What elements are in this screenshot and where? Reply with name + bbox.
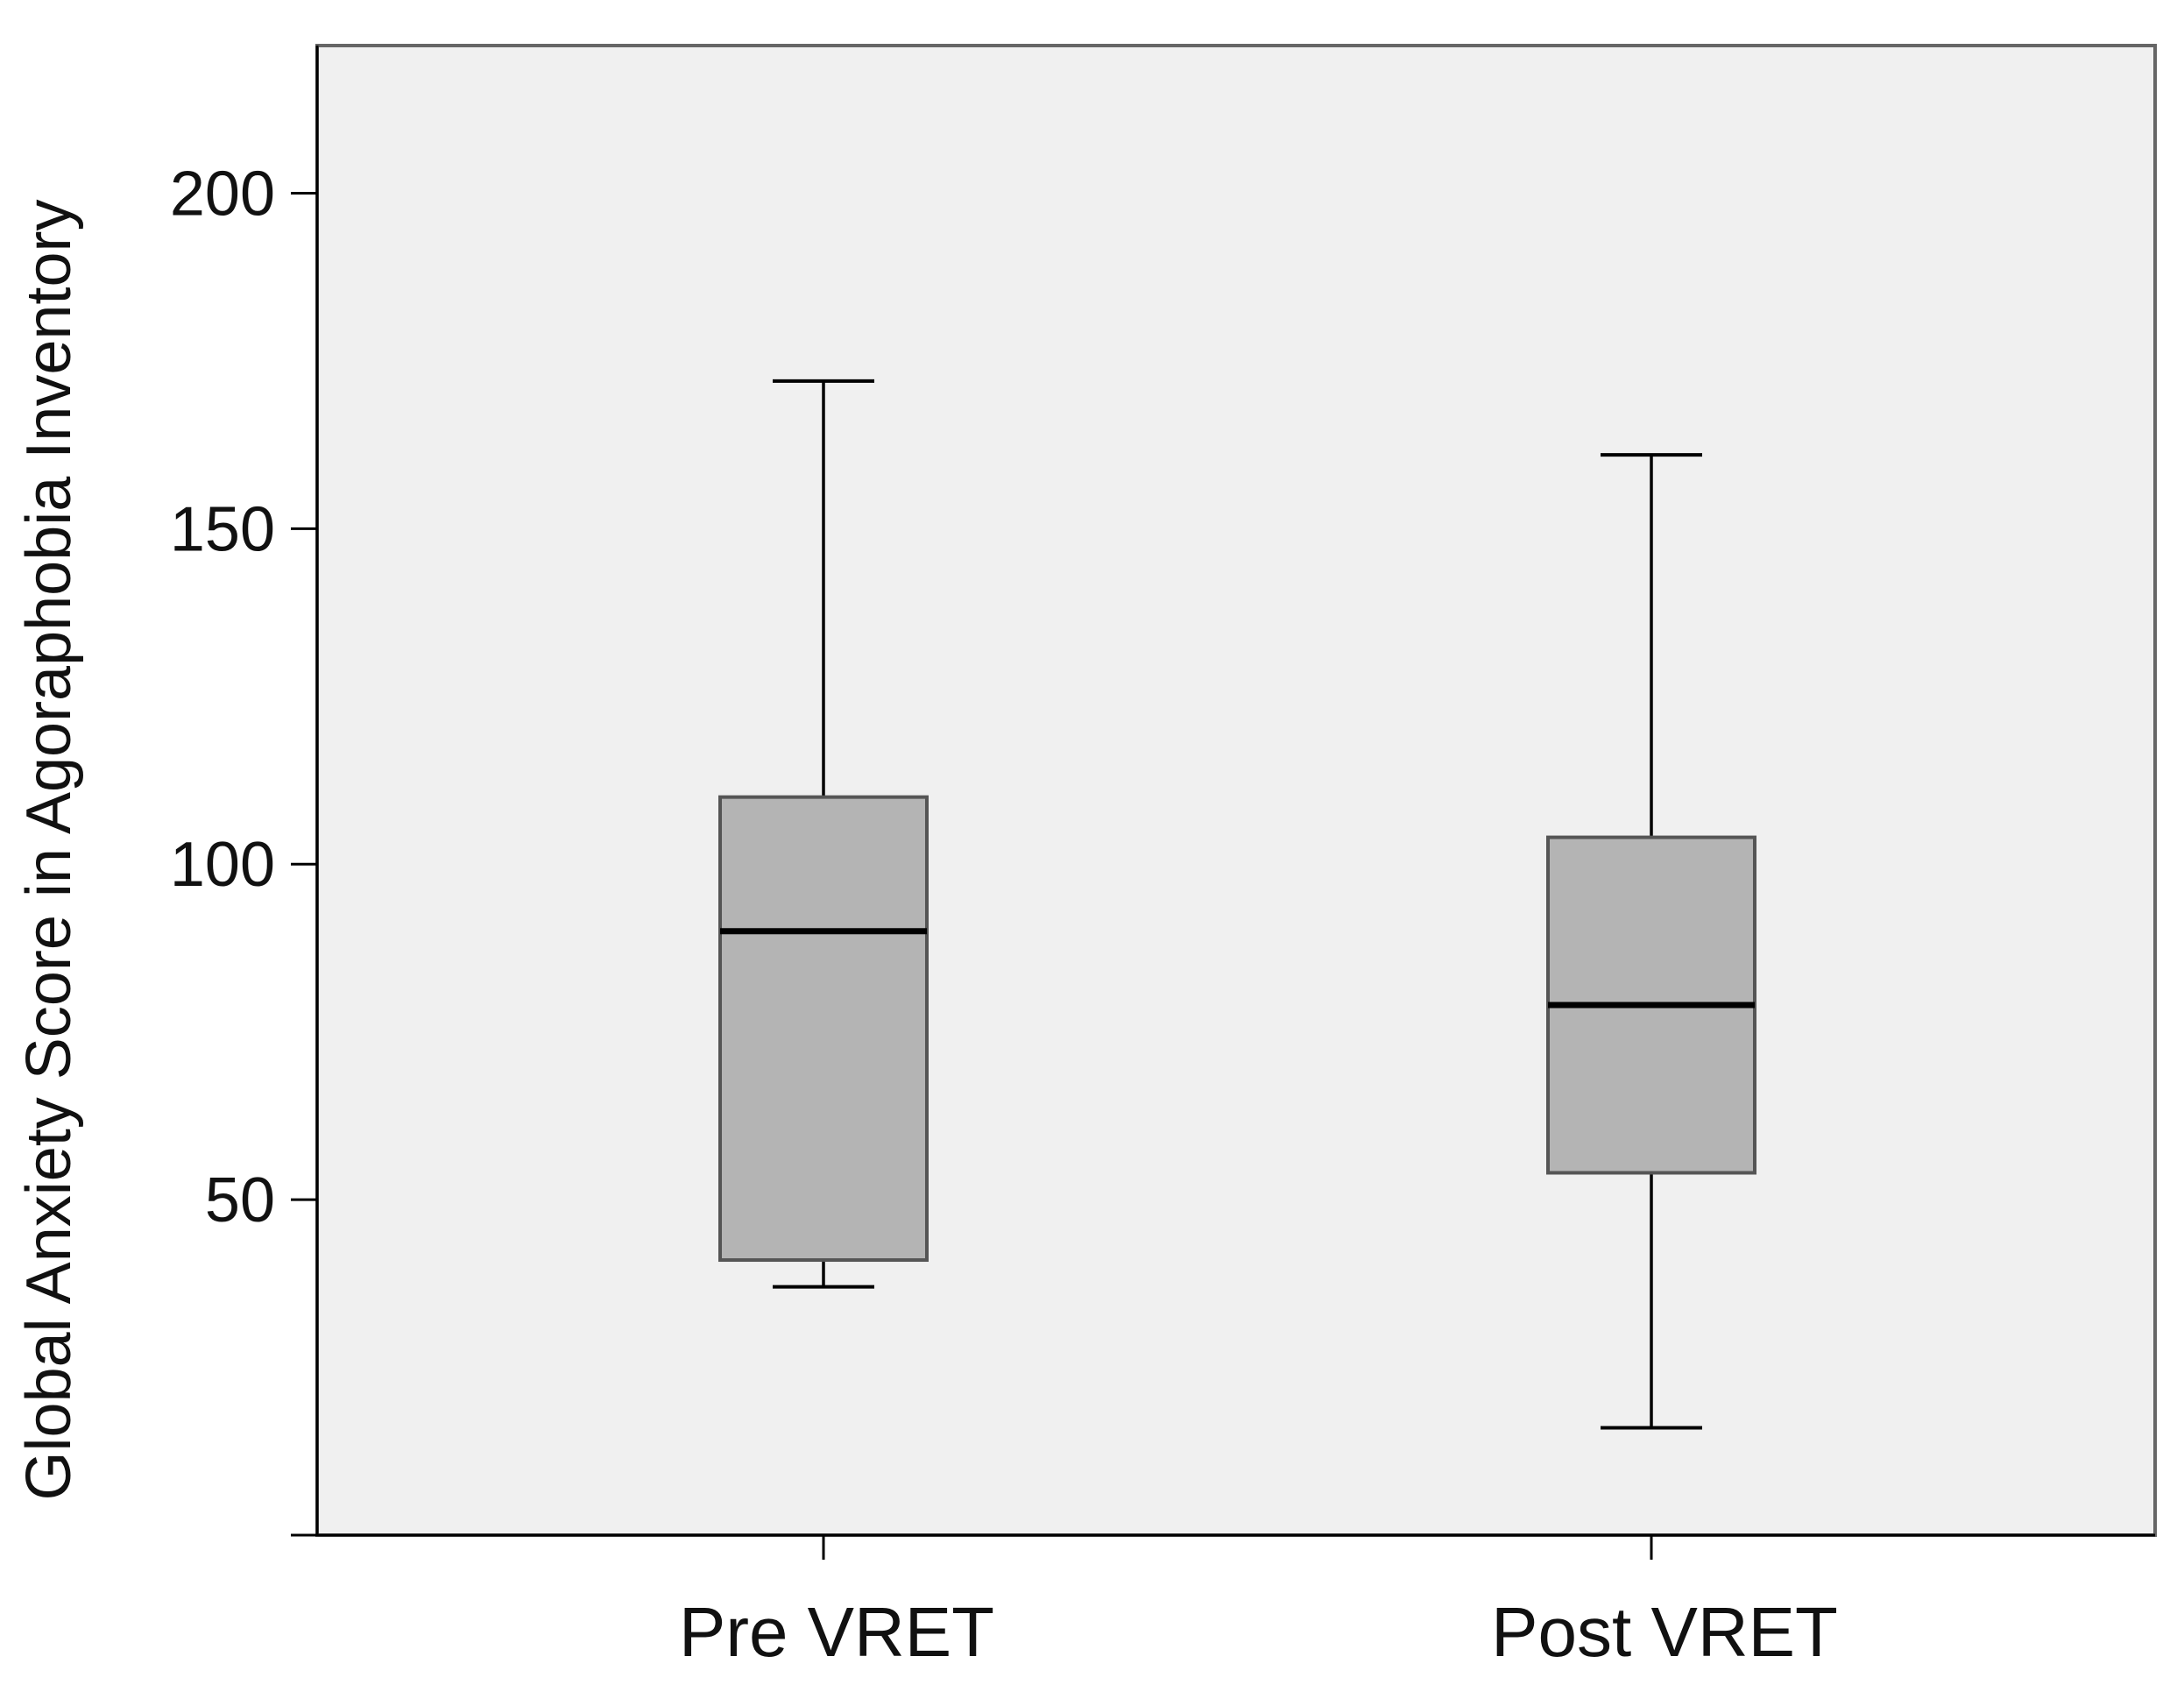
x-tick-label: Post VRET: [1491, 1593, 1838, 1671]
x-tick-label: Pre VRET: [679, 1593, 994, 1671]
y-tick-label: 50: [205, 1165, 275, 1235]
box-1: [718, 379, 929, 1289]
y-axis-title: Global Anxiety Score in Agoraphobia Inve…: [14, 200, 84, 1501]
box-2: [1546, 453, 1756, 1430]
boxes: [718, 379, 1756, 1430]
iqr-box: [718, 795, 929, 1263]
y-axis: 50 100 150 200: [170, 46, 319, 1537]
y-tick-label: 100: [170, 830, 275, 900]
x-axis: Pre VRET Post VRET: [317, 1533, 2155, 1671]
y-tick-label: 150: [170, 494, 275, 564]
plot-area: [315, 44, 2157, 1537]
y-tick-label: 200: [170, 159, 275, 229]
